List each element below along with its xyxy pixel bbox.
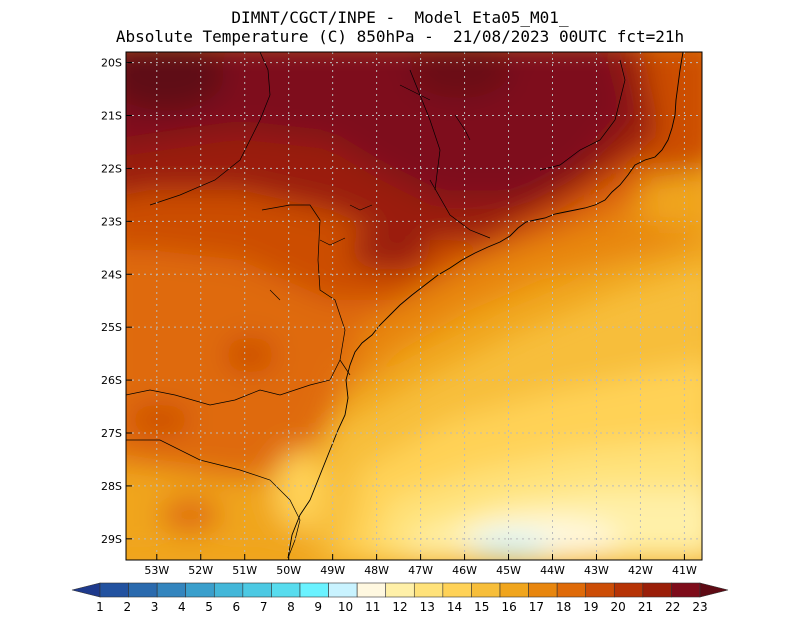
colorbar-label: 7 [260,600,268,614]
lon-label: 53W [144,564,169,577]
map-title-line2: Absolute Temperature (C) 850hPa - 21/08/… [115,27,685,46]
colorbar-box [185,582,215,598]
colorbar-label: 18 [556,600,571,614]
colorbar-box [642,582,672,598]
colorbar-label: 10 [338,600,353,614]
lat-label: 20S [101,57,122,70]
colorbar-label: 21 [638,600,653,614]
map-title-line1: DIMNT/CGCT/INPE - Model Eta05_M01_ [231,8,569,27]
colorbar-box [328,582,358,598]
colorbar-box [299,582,329,598]
colorbar-label: 11 [365,600,380,614]
colorbar-box [356,582,387,598]
colorbar-arrow-low [71,582,101,598]
longitude-labels: 53W 52W 51W 50W 49W 48W 47W 46W 45W 44W 43W 42W 41W [144,554,697,577]
colorbar-label: 14 [447,600,462,614]
colorbar-label: 1 [96,600,104,614]
temperature-field [126,52,702,560]
colorbar-label: 9 [314,600,322,614]
lat-label: 28S [101,480,122,493]
colorbar-box [413,582,444,598]
colorbar-box [242,582,272,598]
colorbar-label: 4 [178,600,186,614]
lon-label: 43W [584,564,609,577]
colorbar-box [471,582,501,598]
colorbar-label: 6 [233,600,241,614]
lon-label: 47W [408,564,433,577]
lon-label: 46W [452,564,477,577]
lat-label: 21S [101,110,122,123]
gridlines [126,52,702,560]
lon-label: 44W [540,564,565,577]
state-borders [126,52,626,559]
colorbar-label: 17 [529,600,544,614]
colorbar-label: 15 [474,600,489,614]
colorbar-box [213,582,244,598]
lat-label: 25S [101,321,122,334]
colorbar-label: 2 [123,600,131,614]
lon-label: 49W [320,564,345,577]
colorbar-box [385,582,415,598]
colorbar-box [99,582,129,598]
lon-label: 52W [188,564,213,577]
latitude-labels: 20S 21S 22S 23S 24S 25S 26S 27S 28S 29S [101,57,132,546]
colorbar-label: 16 [501,600,516,614]
colorbar-label: 23 [692,600,707,614]
rivers [269,84,471,301]
map-frame [125,51,703,561]
lat-label: 26S [101,374,122,387]
lat-label: 24S [101,268,122,281]
colorbar-box [271,582,301,598]
colorbar-box [528,582,558,598]
lon-label: 50W [276,564,301,577]
lat-label: 29S [101,533,122,546]
colorbar-label: 5 [205,600,213,614]
colorbar-box [128,582,158,598]
lat-label: 27S [101,427,122,440]
colorbar-label: 13 [420,600,435,614]
coastline [287,52,684,559]
colorbar-box [156,582,187,598]
colorbar-label: 22 [665,600,680,614]
lon-label: 51W [232,564,257,577]
colorbar-box [556,582,587,598]
colorbar-box [613,582,644,598]
colorbar-box [442,582,472,598]
lat-label: 22S [101,162,122,175]
lon-label: 45W [496,564,521,577]
colorbar-box [585,582,615,598]
colorbar-label: 20 [611,600,626,614]
colorbar-label: 3 [151,600,159,614]
lon-label: 42W [628,564,653,577]
colorbar-label: 19 [583,600,598,614]
lon-label: 48W [364,564,389,577]
lon-label: 41W [672,564,697,577]
colorbar-label: 12 [392,600,407,614]
lat-label: 23S [101,215,122,228]
colorbar-box [499,582,529,598]
colorbar-arrow-high [699,582,729,598]
colorbar-box [671,582,701,598]
colorbar-label: 8 [287,600,295,614]
